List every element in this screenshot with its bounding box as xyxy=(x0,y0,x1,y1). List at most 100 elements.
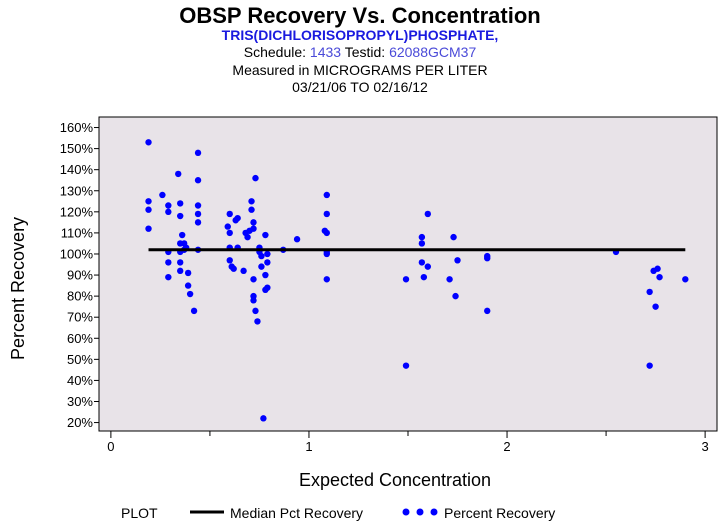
x-tick-label: 1 xyxy=(305,439,312,454)
data-point xyxy=(177,259,184,266)
legend-points-swatch xyxy=(402,508,438,516)
data-point xyxy=(252,307,259,315)
schedule-value: 1433 xyxy=(309,44,342,60)
data-point xyxy=(254,318,261,325)
data-point xyxy=(226,210,233,218)
data-point xyxy=(194,210,202,218)
data-point xyxy=(446,276,453,283)
data-point xyxy=(240,267,247,275)
data-point xyxy=(402,362,410,369)
y-tick-label: 100% xyxy=(60,246,94,261)
data-point xyxy=(230,265,237,272)
data-point xyxy=(418,240,426,247)
data-point xyxy=(258,252,265,260)
data-point xyxy=(250,276,257,283)
data-point xyxy=(244,233,251,241)
data-point xyxy=(258,263,265,270)
y-tick-label: 140% xyxy=(60,162,94,177)
data-points xyxy=(145,139,689,422)
data-point xyxy=(262,231,269,239)
y-tick-label: 120% xyxy=(60,204,94,219)
measured-units: Measured in MICROGRAMS PER LITER xyxy=(232,62,488,78)
data-point xyxy=(165,202,172,209)
x-tick-label: 3 xyxy=(701,439,708,454)
testid-label: Testid: xyxy=(344,44,386,60)
y-tick-label: 60% xyxy=(67,331,93,346)
y-axis: 20% 30% 40% 50% 60% 70% 80% 90% 100% 110% 120% 130%… xyxy=(60,120,99,430)
data-point xyxy=(250,219,257,226)
data-point xyxy=(175,170,182,178)
x-tick-label: 2 xyxy=(503,439,510,454)
data-point xyxy=(226,257,233,264)
data-point xyxy=(177,267,184,275)
schedule-testid-line: Schedule: 1433 Testid: 62088GCM37 xyxy=(0,44,720,60)
data-point xyxy=(656,273,663,281)
data-point xyxy=(234,214,241,222)
y-tick-label: 80% xyxy=(67,289,93,304)
data-point xyxy=(177,212,184,220)
data-point xyxy=(484,254,491,262)
data-point xyxy=(452,292,459,300)
data-point xyxy=(293,236,301,243)
data-point xyxy=(424,263,432,270)
data-point xyxy=(424,210,432,218)
plot-area xyxy=(98,116,718,432)
y-tick-label: 150% xyxy=(60,141,94,156)
data-point xyxy=(165,273,172,281)
data-point xyxy=(165,208,172,216)
data-point xyxy=(418,233,426,241)
data-point xyxy=(226,229,233,237)
data-point xyxy=(194,202,202,209)
data-point xyxy=(178,231,186,239)
data-point xyxy=(159,191,166,199)
data-point xyxy=(184,282,192,289)
y-tick-label: 20% xyxy=(67,415,93,430)
data-point xyxy=(262,271,269,279)
y-tick-label: 160% xyxy=(60,120,94,135)
data-point xyxy=(402,276,410,283)
data-point xyxy=(186,290,194,298)
y-tick-label: 70% xyxy=(67,310,93,325)
date-range: 03/21/06 TO 02/16/12 xyxy=(292,79,428,95)
data-point xyxy=(654,265,661,272)
data-point xyxy=(323,250,330,258)
data-point xyxy=(646,362,653,369)
data-point xyxy=(145,206,152,213)
data-point xyxy=(262,286,269,294)
data-point xyxy=(250,297,257,304)
legend-median-label: Median Pct Recovery xyxy=(230,505,364,521)
data-point xyxy=(323,191,330,199)
data-point xyxy=(224,223,231,230)
data-point xyxy=(145,139,152,146)
y-tick-label: 90% xyxy=(67,268,93,283)
y-tick-label: 30% xyxy=(67,394,93,409)
data-point xyxy=(264,259,271,266)
legend: PLOT Median Pct Recovery Percent Recover… xyxy=(0,505,720,525)
data-point xyxy=(260,415,267,422)
compound-name: TRIS(DICHLORISOPROPYL)PHOSPHATE, xyxy=(221,27,499,43)
data-point xyxy=(248,206,255,213)
data-point xyxy=(454,257,461,264)
data-point xyxy=(184,269,192,277)
data-point xyxy=(194,149,202,157)
data-point xyxy=(682,276,689,283)
x-axis-label: Expected Concentration xyxy=(298,470,492,490)
data-point xyxy=(420,273,428,281)
y-axis-label: Percent Recovery xyxy=(8,216,28,360)
data-point xyxy=(165,259,172,266)
data-point xyxy=(652,303,659,310)
data-point xyxy=(194,177,202,184)
y-tick-label: 130% xyxy=(60,183,94,198)
data-point xyxy=(484,307,491,315)
data-point xyxy=(646,288,653,296)
data-point xyxy=(264,250,271,258)
data-point xyxy=(250,225,257,232)
data-point xyxy=(252,174,259,182)
testid-value: 62088GCM37 xyxy=(389,44,477,60)
x-tick-label: 0 xyxy=(107,439,114,454)
y-tick-label: 40% xyxy=(67,373,93,388)
data-point xyxy=(177,200,184,207)
data-point xyxy=(323,276,330,283)
data-point xyxy=(248,198,255,205)
